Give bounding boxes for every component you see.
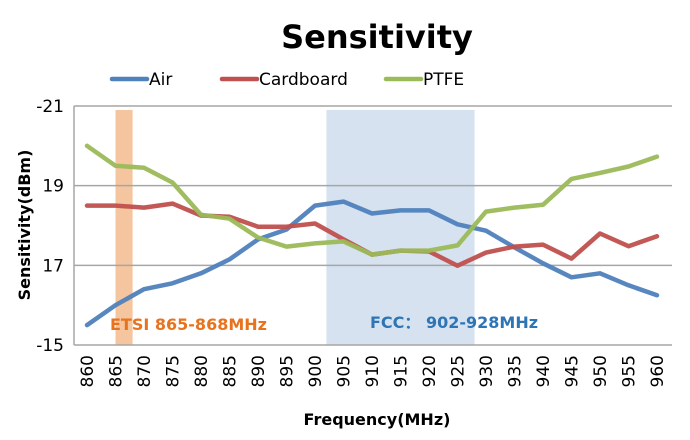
x-tick-label: 890	[249, 355, 269, 387]
band-label-etsi: ETSI 865-868MHz	[110, 315, 267, 334]
band-fcc	[326, 110, 475, 345]
frequency-bands	[115, 110, 475, 345]
x-tick-label: 895	[278, 355, 298, 387]
x-tick-label: 860	[78, 355, 98, 387]
y-tick-label: -15	[36, 336, 64, 356]
legend-label: Cardboard	[259, 70, 348, 90]
x-tick-label: 920	[420, 355, 440, 387]
y-axis-title: Sensitivity(dBm)	[15, 150, 34, 301]
x-tick-label: 915	[392, 355, 412, 387]
band-label-fcc: FCC： 902-928MHz	[370, 313, 538, 332]
legend: Air Cardboard PTFE	[109, 70, 464, 90]
x-tick-label: 935	[506, 355, 526, 387]
band-etsi	[115, 110, 133, 345]
y-tick-label: 19	[42, 177, 64, 197]
x-tick-label: 945	[563, 355, 583, 387]
x-axis-title: Frequency(MHz)	[304, 410, 451, 429]
series-line-ptfe	[84, 143, 660, 257]
x-tick-label: 885	[221, 355, 241, 387]
x-tick-label: 880	[192, 355, 212, 387]
x-tick-label: 900	[306, 355, 326, 387]
legend-label: PTFE	[423, 70, 464, 90]
x-tick-label: 960	[648, 355, 668, 387]
chart-title: Sensitivity	[281, 18, 473, 56]
legend-item-cardboard: Cardboard	[219, 70, 348, 90]
y-tick-label: -21	[36, 97, 64, 117]
legend-item-ptfe: PTFE	[383, 70, 464, 90]
x-tick-label: 905	[335, 355, 355, 387]
x-tick-label: 875	[164, 355, 184, 387]
x-tick-labels: 860 865 870 875 880 885 890 895 900 905 910 915 920 9…	[78, 355, 668, 387]
x-tick-label: 950	[591, 355, 611, 387]
legend-item-air: Air	[109, 70, 172, 90]
legend-label: Air	[149, 70, 172, 90]
y-tick-labels: -21 19 17 -15	[36, 97, 64, 356]
x-tick-label: 930	[477, 355, 497, 387]
x-tick-label: 910	[363, 355, 383, 387]
x-tick-label: 870	[135, 355, 155, 387]
band-annotations: ETSI 865-868MHz FCC： 902-928MHz	[110, 313, 538, 334]
x-tick-label: 955	[620, 355, 640, 387]
series-line-air	[84, 199, 660, 328]
y-tick-label: 17	[42, 256, 64, 276]
x-tick-label: 940	[534, 355, 554, 387]
series-lines	[84, 143, 660, 328]
x-tick-label: 925	[449, 355, 469, 387]
x-tick-label: 865	[107, 355, 127, 387]
